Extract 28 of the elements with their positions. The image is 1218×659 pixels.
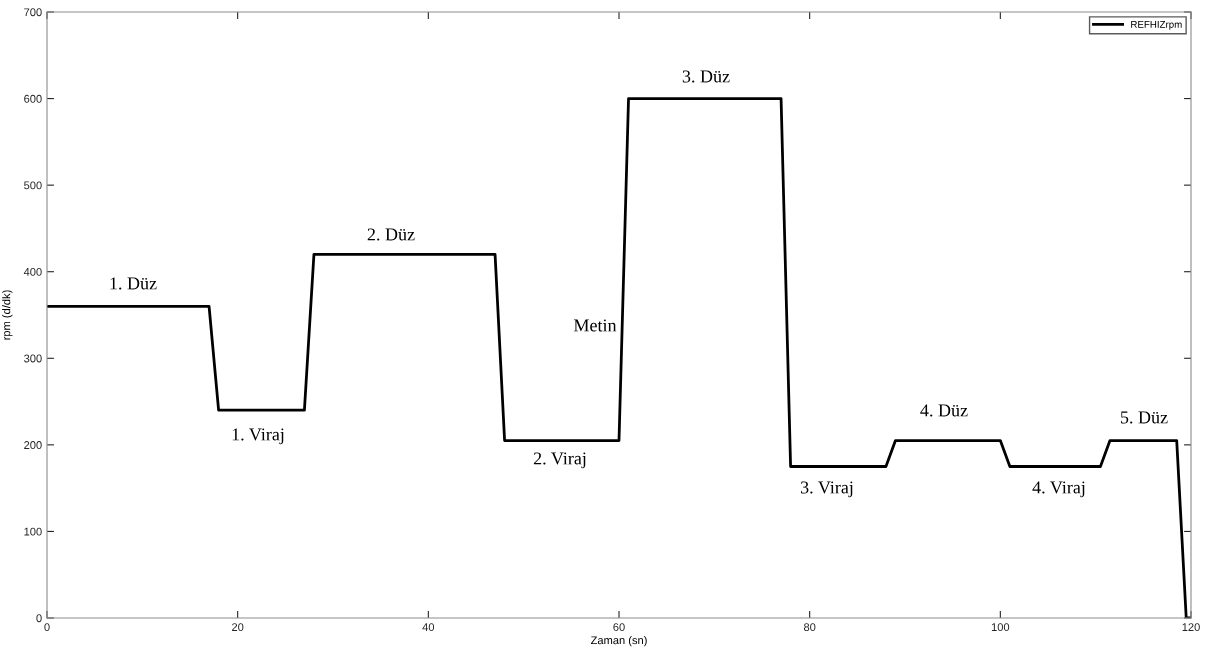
annotation: 3. Viraj: [800, 481, 853, 498]
y-tick-label: 500: [24, 181, 42, 190]
annotation: 1. Düz: [110, 277, 157, 290]
x-tick-label: 80: [803, 623, 816, 632]
x-tick-label: 60: [613, 623, 625, 632]
annotation: Metin: [573, 319, 617, 332]
annotation: 4. Düz: [920, 404, 968, 417]
annotation: 1. Viraj: [232, 428, 284, 445]
x-tick-label: 120: [1182, 623, 1200, 632]
y-tick-label: 300: [24, 354, 42, 363]
x-tick-label: 40: [422, 623, 435, 632]
x-axis-title: Zaman (sn): [590, 636, 647, 647]
x-tick-label: 100: [991, 623, 1010, 632]
legend-label: REFHIZrpm: [1131, 21, 1182, 30]
y-tick-label: 600: [24, 94, 42, 103]
y-tick-label: 700: [24, 8, 42, 17]
y-tick-label: 200: [24, 441, 42, 449]
annotation: 3. Düz: [682, 70, 730, 83]
y-tick-label: 0: [36, 614, 42, 623]
y-axis-title: rpm (d/dk): [2, 290, 13, 340]
x-tick-label: 0: [44, 623, 50, 632]
annotation: 4. Viraj: [1032, 481, 1085, 498]
x-tick-label: 20: [232, 623, 244, 632]
annotation: 5. Düz: [1120, 411, 1168, 424]
y-tick-label: 400: [23, 267, 42, 276]
annotation: 2. Viraj: [533, 452, 586, 469]
y-tick-label: 100: [24, 527, 42, 536]
annotation: 2. Düz: [367, 228, 415, 241]
